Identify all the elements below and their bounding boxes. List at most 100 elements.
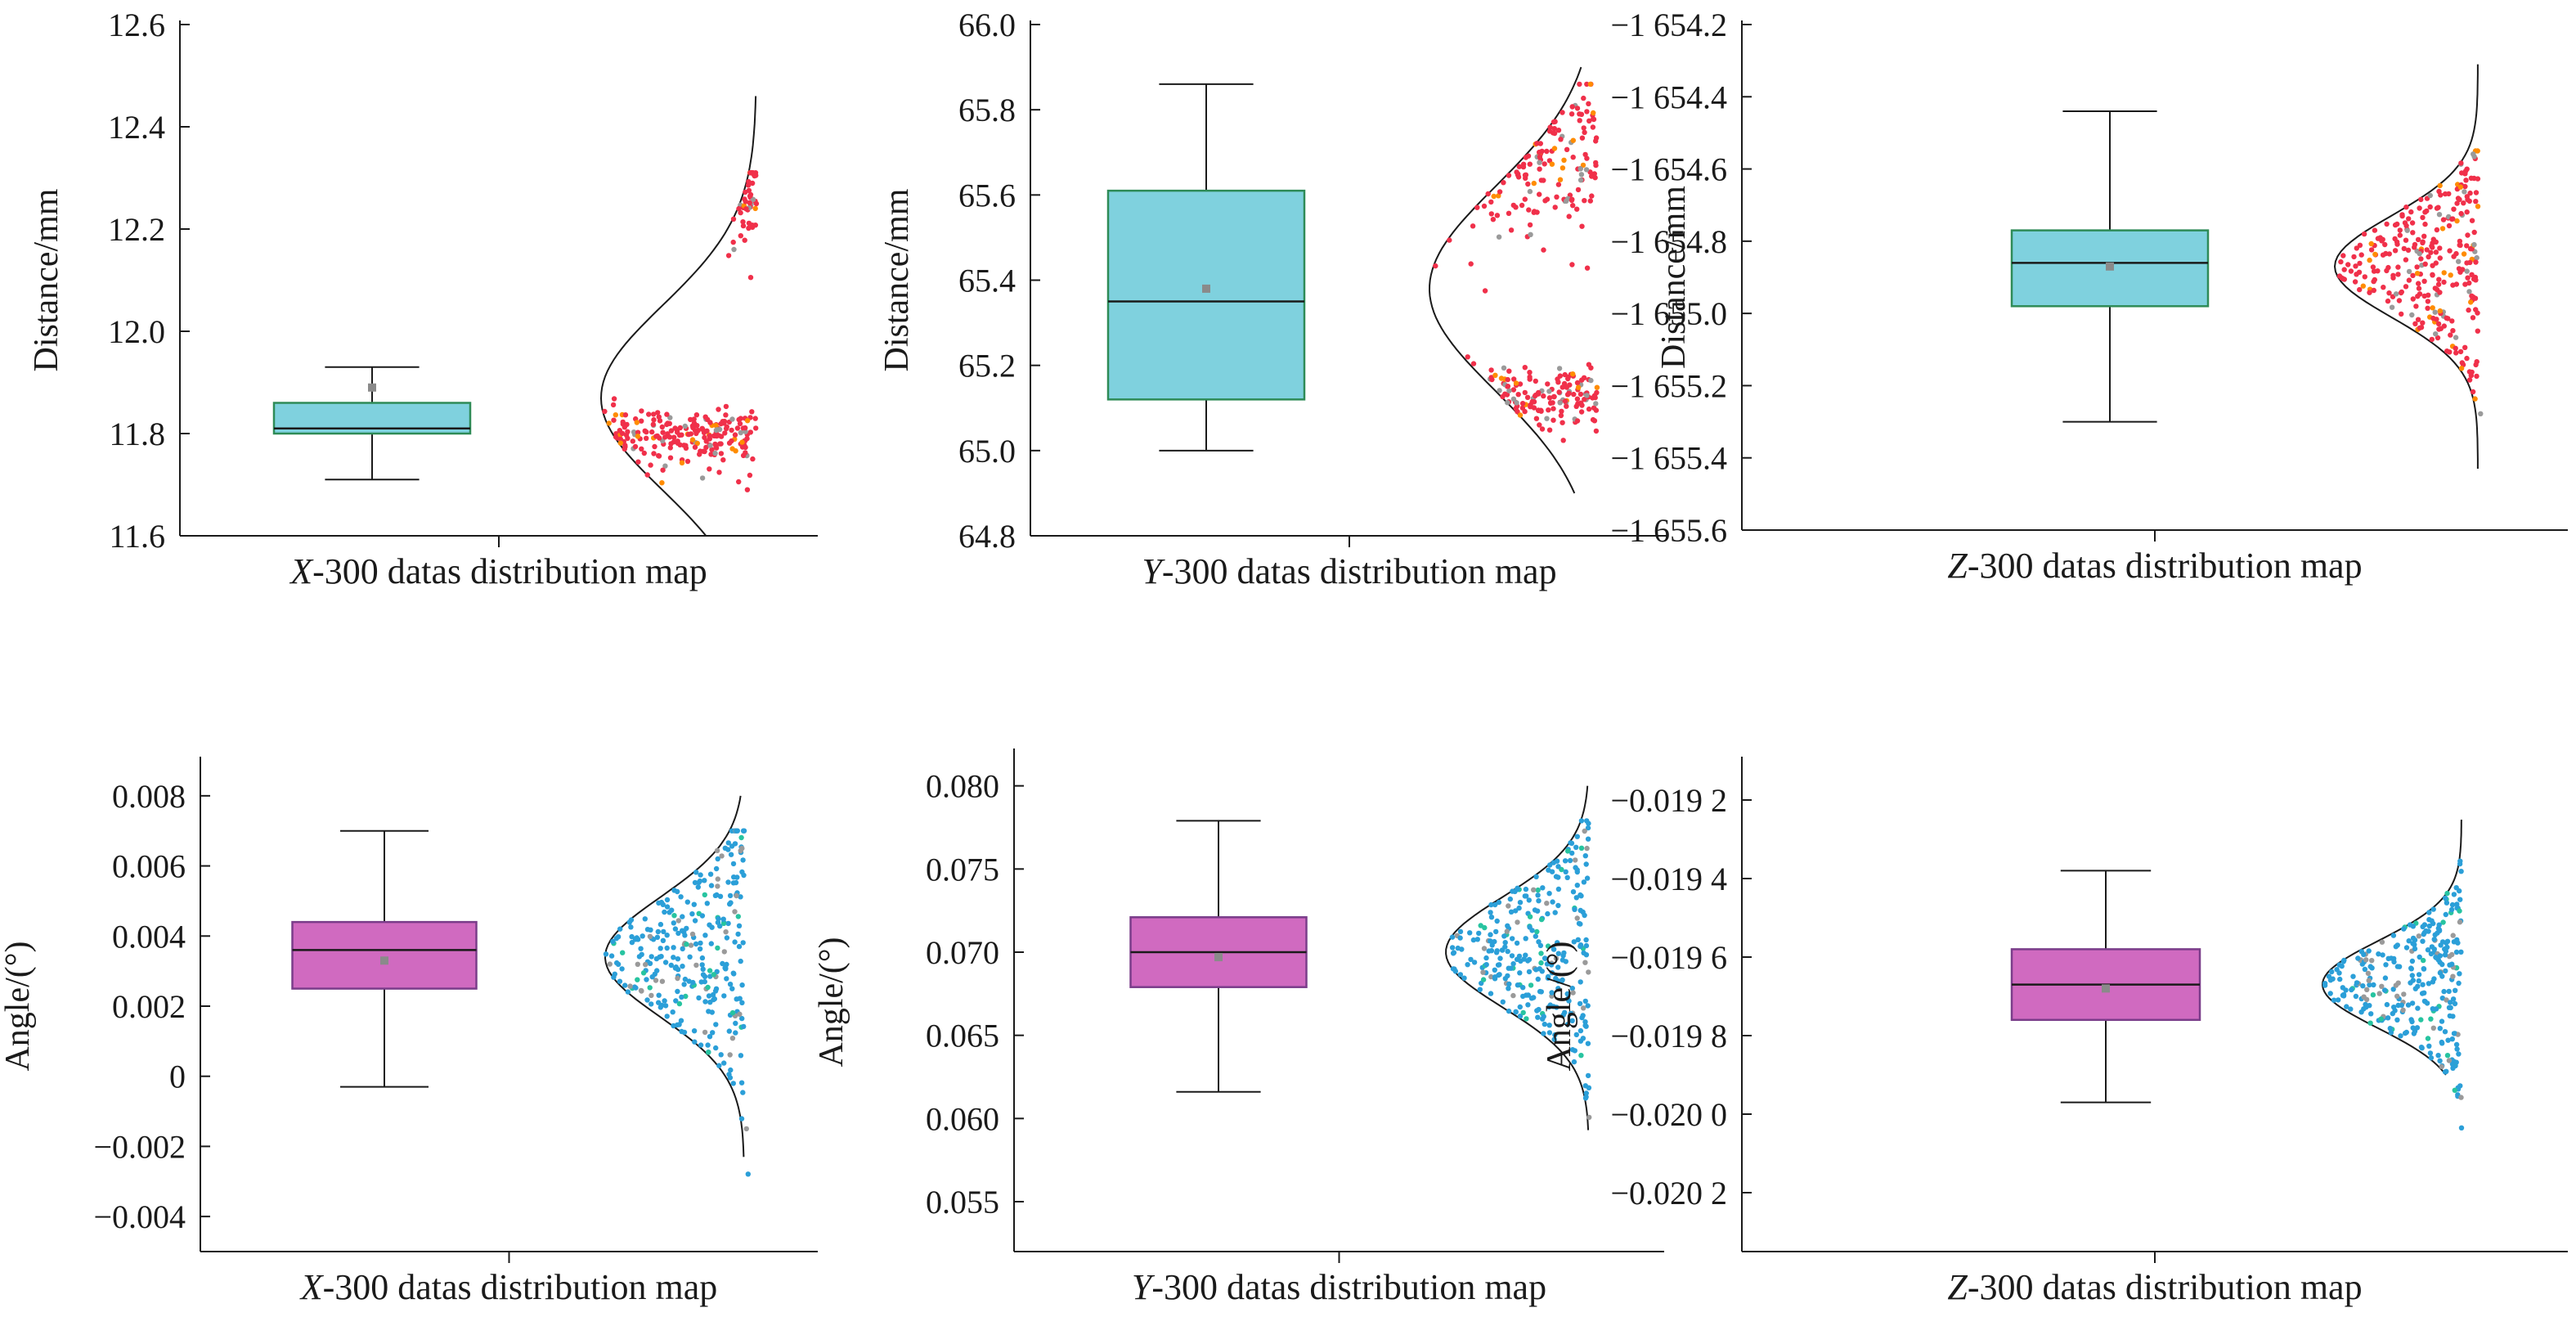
scatter-point xyxy=(654,934,661,941)
scatter-point xyxy=(1551,1036,1557,1042)
scatter-point xyxy=(1582,1095,1589,1101)
y-tick-label: 65.4 xyxy=(958,263,1016,299)
scatter-point xyxy=(2412,986,2418,991)
scatter-point xyxy=(1555,902,1561,909)
scatter-point xyxy=(629,933,635,940)
scatter-point xyxy=(2394,993,2400,1000)
scatter-point xyxy=(644,927,651,933)
scatter-point xyxy=(2420,320,2426,326)
scatter-point xyxy=(2387,1026,2393,1032)
scatter-point xyxy=(1582,129,1587,136)
scatter-point xyxy=(2344,1004,2349,1009)
scatter-point xyxy=(716,407,721,412)
scatter-point xyxy=(1586,101,1591,106)
scatter-point xyxy=(2450,282,2456,288)
scatter-point xyxy=(1535,976,1542,982)
scatter-point xyxy=(1578,845,1585,852)
scatter-point xyxy=(682,933,688,938)
scatter-point xyxy=(629,939,635,946)
x-axis-label-text: -300 datas distribution map xyxy=(1151,1267,1546,1307)
scatter-point xyxy=(2464,260,2470,266)
y-tick-label: 65.8 xyxy=(958,92,1016,128)
scatter-point xyxy=(1468,261,1474,267)
scatter-point xyxy=(1569,850,1575,856)
scatter-point xyxy=(675,975,680,982)
scatter-point xyxy=(2434,227,2440,233)
scatter-point xyxy=(693,941,699,947)
scatter-point xyxy=(1505,376,1510,383)
scatter-point xyxy=(2416,281,2421,286)
scatter-point xyxy=(684,458,691,465)
scatter-point xyxy=(1578,1053,1584,1059)
scatter-point xyxy=(1563,869,1568,875)
scatter-point xyxy=(680,964,685,969)
scatter-point xyxy=(713,1045,719,1051)
scatter-point xyxy=(639,988,644,994)
scatter-points xyxy=(1449,818,1592,1121)
scatter-point xyxy=(612,971,617,978)
scatter-point xyxy=(1527,374,1533,380)
y-tick-label: −0.020 2 xyxy=(1610,1175,1727,1211)
scatter-point xyxy=(715,876,720,882)
scatter-point xyxy=(1593,401,1599,407)
scatter-point xyxy=(2386,290,2392,296)
scatter-point xyxy=(1449,934,1456,940)
scatter-point xyxy=(2363,957,2369,963)
scatter-point xyxy=(1532,907,1538,913)
scatter-point xyxy=(2406,268,2412,275)
scatter-point xyxy=(2340,959,2346,964)
scatter-point xyxy=(2464,355,2470,362)
y-tick-label: 0 xyxy=(169,1059,186,1095)
scatter-point xyxy=(2441,323,2447,329)
scatter-point xyxy=(1582,998,1589,1005)
scatter-point xyxy=(715,945,720,951)
scatter-point xyxy=(1557,400,1563,406)
scatter-point xyxy=(1433,263,1438,269)
scatter-point xyxy=(2426,981,2432,987)
scatter-point xyxy=(664,897,671,903)
scatter-point xyxy=(1553,874,1560,879)
scatter-point xyxy=(2440,217,2447,222)
scatter-point xyxy=(646,411,652,417)
scatter-point xyxy=(1593,428,1600,434)
scatter-point xyxy=(2403,284,2409,290)
scatter-point xyxy=(689,911,695,917)
scatter-point xyxy=(1523,155,1529,160)
scatter-point xyxy=(717,441,723,447)
scatter-point xyxy=(2331,997,2337,1003)
scatter-point xyxy=(2367,982,2372,988)
scatter-point xyxy=(747,193,753,199)
scatter-point xyxy=(1488,932,1493,937)
scatter-point xyxy=(610,402,617,408)
scatter-point xyxy=(2448,272,2453,278)
scatter-point xyxy=(695,884,701,890)
scatter-point xyxy=(602,408,608,415)
scatter-point xyxy=(1574,834,1581,839)
scatter-point xyxy=(2469,272,2475,277)
scatter-point xyxy=(673,964,679,970)
scatter-point xyxy=(2338,258,2344,265)
scatter-point xyxy=(2416,972,2422,978)
scatter-point xyxy=(1491,193,1497,200)
scatter-point xyxy=(739,982,745,988)
scatter-point xyxy=(730,1081,736,1086)
scatter-point xyxy=(1502,391,1508,397)
scatter-point xyxy=(1577,1000,1583,1007)
scatter-point xyxy=(642,916,648,922)
scatter-point xyxy=(2459,170,2465,176)
scatter-point xyxy=(707,433,712,438)
x-axis-label-text: -300 datas distribution map xyxy=(1968,546,2363,586)
scatter-point xyxy=(611,417,617,423)
scatter-point xyxy=(1574,867,1580,873)
scatter-point xyxy=(725,920,731,927)
scatter-point xyxy=(660,937,666,944)
scatter-point xyxy=(2351,254,2357,260)
scatter-point xyxy=(2430,1006,2435,1012)
scatter-point xyxy=(1482,924,1488,931)
scatter-point xyxy=(685,431,692,438)
scatter-point xyxy=(721,993,727,999)
scatter-point xyxy=(1541,247,1546,253)
scatter-point xyxy=(2458,949,2464,955)
scatter-point xyxy=(2348,268,2354,274)
scatter-point xyxy=(1577,942,1584,948)
